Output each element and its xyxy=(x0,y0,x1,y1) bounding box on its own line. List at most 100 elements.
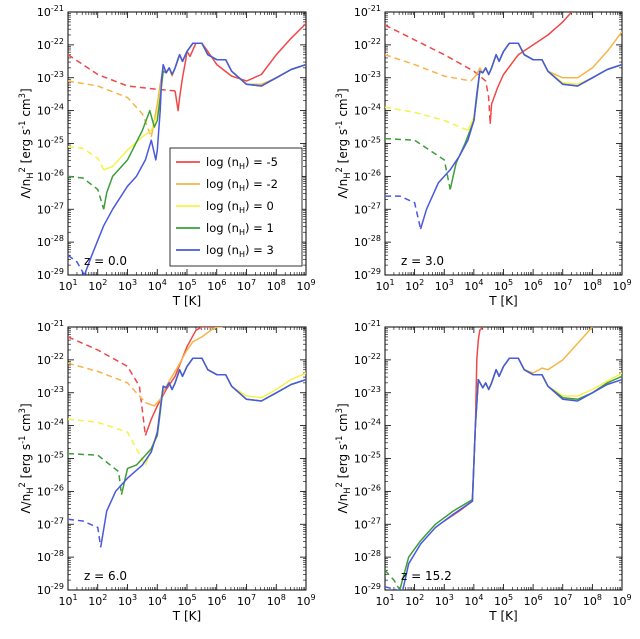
redshift-label: z = 6.0 xyxy=(84,569,127,583)
y-tick-label: 10-23 xyxy=(37,70,64,85)
y-tick-label: 10-28 xyxy=(354,234,381,249)
series-line-n-5 xyxy=(144,327,217,436)
y-tick-label: 10-26 xyxy=(37,483,64,498)
y-tick-label: 10-28 xyxy=(354,549,381,564)
series-line-n-5 xyxy=(489,12,573,124)
x-tick-label: 108 xyxy=(583,593,602,608)
series-line-n-5-dashed xyxy=(385,24,491,124)
series-line-n3-dashed xyxy=(385,195,422,230)
y-tick-label: 10-22 xyxy=(37,37,64,52)
x-tick-label: 101 xyxy=(58,278,77,293)
series-line-n-5 xyxy=(174,22,306,112)
y-tick-label: 10-24 xyxy=(354,418,381,433)
chart-panel-top-left: 101 102 103 104 105 106 107 108 109 10-29 10-28 10-… xyxy=(17,4,316,308)
series-line-n-5 xyxy=(443,327,484,522)
y-tick-label: 10-29 xyxy=(354,582,381,597)
y-tick-label: 10-29 xyxy=(354,267,381,282)
y-tick-label: 10-26 xyxy=(354,168,381,183)
y-tick-label: 10-26 xyxy=(37,168,64,183)
x-tick-label: 102 xyxy=(88,593,107,608)
x-tick-label: 106 xyxy=(207,278,226,293)
x-axis-label: T [K] xyxy=(172,609,201,623)
y-tick-label: 10-27 xyxy=(37,201,64,216)
y-axis-label: Λ/nH2 [erg s-1 cm3] xyxy=(334,403,352,513)
series-group xyxy=(385,12,622,230)
series-line-n-2-dashed xyxy=(68,80,152,138)
x-tick-label: 108 xyxy=(583,278,602,293)
x-tick-label: 109 xyxy=(612,593,631,608)
series-group xyxy=(385,327,622,590)
x-tick-label: 103 xyxy=(435,278,454,293)
series-line-n3-dashed xyxy=(68,254,86,275)
legend-label-n-5: log (nH) = -5 xyxy=(206,155,278,171)
y-axis-label: Λ/nH2 [erg s-1 cm3] xyxy=(17,88,35,198)
x-tick-label: 108 xyxy=(267,278,286,293)
series-line-n-2 xyxy=(145,327,223,407)
legend-label-n0: log (nH) = 0 xyxy=(206,199,274,215)
y-tick-label: 10-29 xyxy=(37,582,64,597)
series-line-n3 xyxy=(83,42,306,275)
series-line-n1 xyxy=(399,357,622,590)
x-tick-label: 107 xyxy=(237,593,256,608)
redshift-label: z = 15.2 xyxy=(401,569,452,583)
x-tick-label: 103 xyxy=(118,278,137,293)
series-line-n1 xyxy=(449,42,622,190)
x-tick-label: 105 xyxy=(494,278,513,293)
series-line-n3-dashed xyxy=(68,518,102,548)
x-tick-label: 107 xyxy=(553,593,572,608)
x-tick-label: 104 xyxy=(464,593,483,608)
y-tick-label: 10-23 xyxy=(354,385,381,400)
y-tick-label: 10-25 xyxy=(37,136,64,151)
y-tick-label: 10-21 xyxy=(37,319,64,334)
y-tick-label: 10-21 xyxy=(37,4,64,19)
x-tick-label: 102 xyxy=(405,278,424,293)
series-line-n-2 xyxy=(471,327,593,502)
series-line-n-2-dashed xyxy=(385,53,472,82)
series-line-n0 xyxy=(471,357,622,502)
x-tick-label: 102 xyxy=(88,278,107,293)
y-tick-label: 10-24 xyxy=(37,103,64,118)
y-tick-label: 10-22 xyxy=(37,352,64,367)
y-tick-label: 10-27 xyxy=(354,516,381,531)
series-line-n3 xyxy=(99,357,306,548)
chart-panel-bottom-left: 101 102 103 104 105 106 107 108 109 10-29 10-28 10-… xyxy=(17,319,316,623)
x-tick-label: 102 xyxy=(405,593,424,608)
y-tick-label: 10-24 xyxy=(37,418,64,433)
series-line-n0-dashed xyxy=(385,106,469,132)
legend-label-n-2: log (nH) = -2 xyxy=(206,177,278,193)
y-tick-label: 10-25 xyxy=(354,451,381,466)
y-tick-label: 10-25 xyxy=(37,451,64,466)
x-tick-label: 103 xyxy=(118,593,137,608)
y-tick-label: 10-25 xyxy=(354,136,381,151)
x-axis-label: T [K] xyxy=(488,609,517,623)
x-tick-label: 101 xyxy=(375,278,394,293)
chart-panel-top-right: 101 102 103 104 105 106 107 108 109 10-29 10-28 10-… xyxy=(334,4,632,308)
y-tick-label: 10-28 xyxy=(37,234,64,249)
x-tick-label: 109 xyxy=(612,278,631,293)
x-tick-label: 105 xyxy=(177,278,196,293)
x-tick-label: 108 xyxy=(267,593,286,608)
series-group xyxy=(68,22,306,275)
series-line-n3 xyxy=(419,42,622,230)
legend-label-n3: log (nH) = 3 xyxy=(206,243,274,259)
x-tick-label: 103 xyxy=(435,593,454,608)
y-tick-label: 10-27 xyxy=(37,516,64,531)
series-line-n-2-dashed xyxy=(68,362,146,404)
series-line-n1-dashed xyxy=(385,137,451,190)
x-tick-label: 101 xyxy=(58,593,77,608)
y-tick-label: 10-21 xyxy=(354,4,381,19)
series-line-n3-dashed xyxy=(385,585,403,590)
y-tick-label: 10-26 xyxy=(354,483,381,498)
x-tick-label: 105 xyxy=(177,593,196,608)
y-axis-label: Λ/nH2 [erg s-1 cm3] xyxy=(334,88,352,198)
y-axis-label: Λ/nH2 [erg s-1 cm3] xyxy=(17,403,35,513)
legend: log (nH) = -5 log (nH) = -2 log (nH) = 0 lo… xyxy=(169,147,303,267)
x-tick-label: 107 xyxy=(237,278,256,293)
x-tick-label: 106 xyxy=(524,593,543,608)
y-tick-label: 10-28 xyxy=(37,549,64,564)
chart-panel-bottom-right: 101 102 103 104 105 106 107 108 109 10-29 10-28 10-… xyxy=(334,319,632,623)
series-line-n0-dashed xyxy=(68,418,147,466)
series-line-n3 xyxy=(402,357,622,590)
legend-label-n1: log (nH) = 1 xyxy=(206,221,274,237)
x-tick-label: 109 xyxy=(296,593,315,608)
